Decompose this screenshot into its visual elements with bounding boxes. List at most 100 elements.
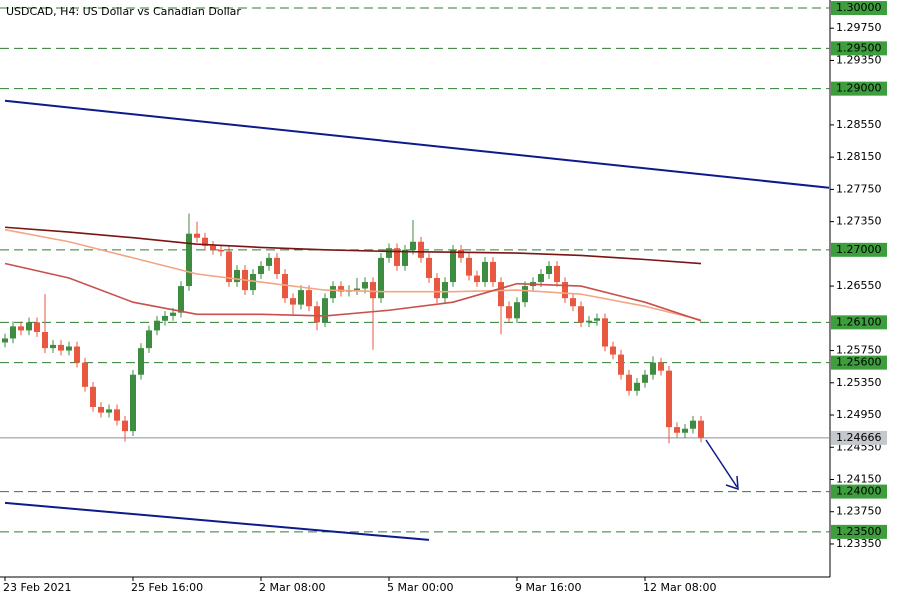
candle-body bbox=[634, 382, 640, 391]
candle-body bbox=[394, 248, 400, 266]
candle-body bbox=[338, 286, 344, 292]
candle-body bbox=[250, 273, 256, 291]
candle-body bbox=[178, 286, 184, 313]
y-tick-label: 1.26550 bbox=[836, 279, 882, 292]
candle-body bbox=[26, 322, 32, 331]
candle-body bbox=[130, 374, 136, 432]
candle-body bbox=[322, 298, 328, 323]
candle-body bbox=[554, 265, 560, 283]
x-tick-label: 5 Mar 00:00 bbox=[387, 581, 453, 594]
candle-body bbox=[114, 409, 120, 421]
level-label: 1.26100 bbox=[836, 315, 882, 328]
candle-body bbox=[378, 257, 384, 299]
level-label: 1.27000 bbox=[836, 243, 882, 256]
candle-body bbox=[626, 374, 632, 391]
candle-body bbox=[210, 245, 216, 250]
candle-body bbox=[194, 233, 200, 238]
candle-body bbox=[330, 286, 336, 299]
candle-body bbox=[74, 346, 80, 363]
level-label: 1.24000 bbox=[836, 485, 882, 498]
candle-body bbox=[602, 318, 608, 347]
candle-body bbox=[538, 273, 544, 283]
y-tick-label: 1.23350 bbox=[836, 537, 882, 550]
y-tick-label: 1.24150 bbox=[836, 472, 882, 485]
x-tick-label: 2 Mar 08:00 bbox=[259, 581, 325, 594]
y-tick-label: 1.23750 bbox=[836, 505, 882, 518]
level-box bbox=[831, 484, 887, 499]
y-tick-label: 1.29350 bbox=[836, 53, 882, 66]
y-tick-label: 1.28550 bbox=[836, 118, 882, 131]
candle-body bbox=[98, 406, 104, 413]
x-tick-label: 23 Feb 2021 bbox=[3, 581, 71, 594]
candle-body bbox=[690, 420, 696, 429]
candle-body bbox=[42, 332, 48, 349]
candle-body bbox=[314, 306, 320, 323]
level-box bbox=[831, 1, 887, 16]
candle-body bbox=[402, 249, 408, 266]
candle-body bbox=[658, 362, 664, 371]
candle-body bbox=[642, 374, 648, 383]
candle-body bbox=[34, 322, 40, 333]
arrow-head bbox=[725, 475, 739, 491]
candle-body bbox=[290, 298, 296, 305]
candle-body bbox=[434, 278, 440, 299]
candle-body bbox=[226, 251, 232, 283]
candle-body bbox=[154, 320, 160, 331]
candle-body bbox=[58, 344, 64, 351]
candle-body bbox=[274, 257, 280, 274]
candle-body bbox=[258, 265, 264, 274]
candle-body bbox=[306, 290, 312, 307]
chart-title: USDCAD, H4: US Dollar vs Canadian Dollar bbox=[6, 5, 241, 18]
candle-body bbox=[698, 420, 704, 438]
candle-body bbox=[586, 320, 592, 323]
candle-body bbox=[498, 282, 504, 307]
candle-body bbox=[10, 326, 16, 339]
candle-body bbox=[202, 237, 208, 246]
candle-body bbox=[490, 261, 496, 283]
candle-body bbox=[18, 326, 24, 331]
candle-body bbox=[650, 362, 656, 375]
candle-body bbox=[90, 386, 96, 407]
trendline bbox=[4, 501, 430, 541]
candle-body bbox=[594, 318, 600, 321]
candle-body bbox=[578, 306, 584, 323]
candle-body bbox=[562, 282, 568, 299]
candle-body bbox=[442, 282, 448, 299]
candle-body bbox=[370, 282, 376, 299]
candle-body bbox=[410, 241, 416, 250]
level-box bbox=[831, 355, 887, 370]
candle-body bbox=[282, 273, 288, 299]
moving-average bbox=[4, 262, 702, 322]
level-box bbox=[831, 81, 887, 96]
moving-average bbox=[4, 228, 702, 321]
level-label: 1.23500 bbox=[836, 525, 882, 538]
current-price-box bbox=[831, 430, 887, 445]
candle-body bbox=[418, 241, 424, 258]
candle-body bbox=[354, 288, 360, 291]
level-label: 1.25600 bbox=[836, 356, 882, 369]
candle-body bbox=[458, 249, 464, 258]
candle-body bbox=[514, 302, 520, 319]
candle-body bbox=[146, 330, 152, 349]
candle-body bbox=[450, 249, 456, 283]
candle-body bbox=[466, 257, 472, 276]
candle-body bbox=[266, 257, 272, 266]
level-box bbox=[831, 242, 887, 257]
candle-body bbox=[522, 286, 528, 303]
y-tick-label: 1.27350 bbox=[836, 215, 882, 228]
candle-body bbox=[362, 282, 368, 289]
level-label: 1.30000 bbox=[836, 1, 882, 14]
candle-body bbox=[82, 362, 88, 387]
candle-body bbox=[674, 427, 680, 433]
current-price-label: 1.24666 bbox=[836, 431, 882, 444]
trendline bbox=[4, 99, 830, 189]
candle-body bbox=[618, 354, 624, 375]
x-tick-label: 12 Mar 08:00 bbox=[643, 581, 716, 594]
candle-body bbox=[170, 312, 176, 316]
y-tick-label: 1.29750 bbox=[836, 21, 882, 34]
y-tick-label: 1.25750 bbox=[836, 344, 882, 357]
level-label: 1.29500 bbox=[836, 41, 882, 54]
candle-body bbox=[162, 315, 168, 321]
y-tick-label: 1.24950 bbox=[836, 408, 882, 421]
